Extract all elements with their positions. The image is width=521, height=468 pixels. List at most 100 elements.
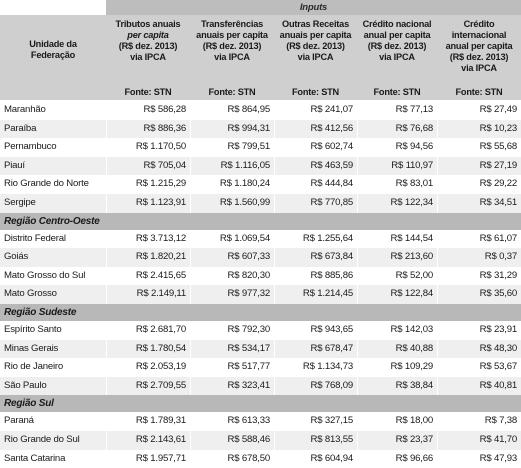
group-header-spacer xyxy=(0,0,106,15)
value-cell: R$ 770,85 xyxy=(274,194,357,213)
state-name-cell: Espírito Santo xyxy=(0,321,106,340)
value-cell: R$ 0,37 xyxy=(437,248,521,267)
value-cell: R$ 2.709,55 xyxy=(106,377,190,396)
value-cell: R$ 38,84 xyxy=(357,377,437,396)
value-cell: R$ 943,65 xyxy=(274,321,357,340)
state-name-cell: Piauí xyxy=(0,157,106,176)
state-name-cell: Sergipe xyxy=(0,194,106,213)
value-cell: R$ 55,68 xyxy=(437,138,521,157)
value-cell: R$ 1.255,64 xyxy=(274,230,357,249)
state-name-cell: Rio de Janeiro xyxy=(0,358,106,377)
value-cell: R$ 40,88 xyxy=(357,340,437,359)
value-cell: R$ 864,95 xyxy=(190,101,274,120)
value-cell: R$ 241,07 xyxy=(274,101,357,120)
value-cell: R$ 144,54 xyxy=(357,230,437,249)
source-label: Fonte: STN xyxy=(437,85,521,100)
state-name-cell: Maranhão xyxy=(0,101,106,120)
value-cell: R$ 2.415,65 xyxy=(106,267,190,286)
value-cell: R$ 94,56 xyxy=(357,138,437,157)
value-cell: R$ 673,84 xyxy=(274,248,357,267)
value-cell: R$ 27,19 xyxy=(437,157,521,176)
source-spacer xyxy=(0,85,106,100)
value-cell: R$ 23,91 xyxy=(437,321,521,340)
region-header-row: Região Sudeste xyxy=(0,304,521,321)
value-cell: R$ 48,30 xyxy=(437,340,521,359)
state-name-cell: Goiás xyxy=(0,248,106,267)
value-cell: R$ 83,01 xyxy=(357,175,437,194)
state-name-cell: Distrito Federal xyxy=(0,230,106,249)
value-cell: R$ 586,28 xyxy=(106,101,190,120)
value-cell: R$ 534,17 xyxy=(190,340,274,359)
value-cell: R$ 792,30 xyxy=(190,321,274,340)
value-cell: R$ 463,59 xyxy=(274,157,357,176)
region-header-row: Região Centro-Oeste xyxy=(0,213,521,230)
value-cell: R$ 2.149,11 xyxy=(106,285,190,304)
source-label: Fonte: STN xyxy=(357,85,437,100)
state-name-cell: Minas Gerais xyxy=(0,340,106,359)
region-name: Região Centro-Oeste xyxy=(0,213,521,230)
source-label: Fonte: STN xyxy=(106,85,190,100)
value-cell: R$ 412,56 xyxy=(274,120,357,139)
source-label: Fonte: STN xyxy=(190,85,274,100)
value-cell: R$ 76,68 xyxy=(357,120,437,139)
group-header-row: Inputs xyxy=(0,0,521,15)
value-cell: R$ 768,09 xyxy=(274,377,357,396)
inputs-group-header: Inputs xyxy=(106,0,521,15)
state-name-cell: Pernambuco xyxy=(0,138,106,157)
state-name-cell: São Paulo xyxy=(0,377,106,396)
value-cell: R$ 52,00 xyxy=(357,267,437,286)
value-cell: R$ 1.116,05 xyxy=(190,157,274,176)
value-cell: R$ 40,81 xyxy=(437,377,521,396)
value-cell: R$ 1.789,31 xyxy=(106,412,190,431)
value-cell: R$ 323,41 xyxy=(190,377,274,396)
value-cell: R$ 18,00 xyxy=(357,412,437,431)
value-cell: R$ 813,55 xyxy=(274,431,357,450)
value-cell: R$ 27,49 xyxy=(437,101,521,120)
value-cell: R$ 142,03 xyxy=(357,321,437,340)
value-cell: R$ 820,30 xyxy=(190,267,274,286)
value-cell: R$ 35,60 xyxy=(437,285,521,304)
state-name-cell: Rio Grande do Sul xyxy=(0,431,106,450)
value-cell: R$ 77,13 xyxy=(357,101,437,120)
value-cell: R$ 213,60 xyxy=(357,248,437,267)
value-cell: R$ 977,32 xyxy=(190,285,274,304)
value-cell: R$ 23,37 xyxy=(357,431,437,450)
value-cell: R$ 705,04 xyxy=(106,157,190,176)
value-cell: R$ 886,36 xyxy=(106,120,190,139)
value-cell: R$ 1.134,73 xyxy=(274,358,357,377)
value-cell: R$ 1.123,91 xyxy=(106,194,190,213)
value-cell: R$ 1.560,99 xyxy=(190,194,274,213)
state-name-cell: Mato Grosso do Sul xyxy=(0,267,106,286)
value-cell: R$ 517,77 xyxy=(190,358,274,377)
value-cell: R$ 613,33 xyxy=(190,412,274,431)
state-name-cell: Paraíba xyxy=(0,120,106,139)
value-cell: R$ 10,23 xyxy=(437,120,521,139)
region-name: Região Sul xyxy=(0,395,521,412)
value-cell: R$ 1.069,54 xyxy=(190,230,274,249)
value-cell: R$ 327,15 xyxy=(274,412,357,431)
value-cell: R$ 444,84 xyxy=(274,175,357,194)
state-name-cell: Paraná xyxy=(0,412,106,431)
value-cell: R$ 2.681,70 xyxy=(106,321,190,340)
value-cell: R$ 122,34 xyxy=(357,194,437,213)
value-cell: R$ 994,31 xyxy=(190,120,274,139)
value-cell: R$ 1.780,54 xyxy=(106,340,190,359)
